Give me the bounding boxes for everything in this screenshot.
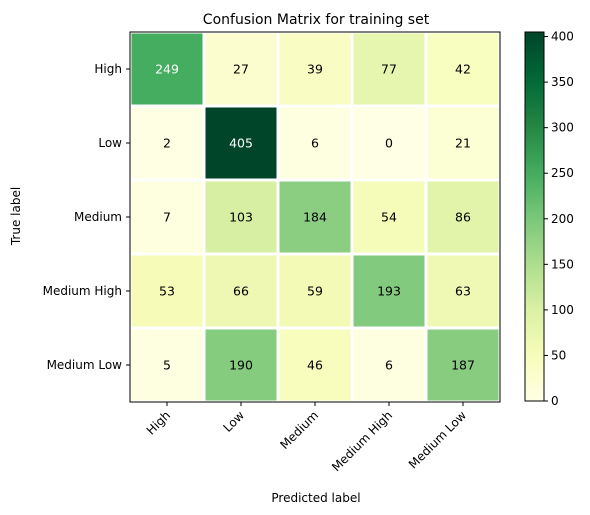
heatmap-cell bbox=[353, 107, 425, 179]
heatmap-cell bbox=[279, 255, 351, 327]
cell-value-label: 193 bbox=[377, 284, 401, 299]
heatmap-cells bbox=[129, 31, 501, 403]
x-tick-labels: High Low Medium Medium High Medium Low bbox=[144, 402, 469, 474]
heatmap-cell bbox=[205, 181, 277, 253]
x-tick-label: High bbox=[144, 408, 173, 437]
heatmap-cell bbox=[353, 255, 425, 327]
y-tick-label: Medium Low bbox=[47, 358, 123, 372]
cell-value-label: 7 bbox=[163, 210, 171, 225]
x-axis-label: Predicted label bbox=[271, 491, 360, 505]
y-tick-label: Low bbox=[98, 136, 122, 150]
heatmap-cell bbox=[427, 181, 499, 253]
heatmap-cell bbox=[131, 329, 203, 401]
heatmap-cell bbox=[205, 33, 277, 105]
cell-value-label: 103 bbox=[229, 210, 253, 225]
heatmap-cell bbox=[353, 329, 425, 401]
cell-value-label: 59 bbox=[307, 284, 323, 299]
cell-value-label: 2 bbox=[163, 136, 171, 151]
chart-title: Confusion Matrix for training set bbox=[203, 12, 430, 28]
cell-value-label: 187 bbox=[451, 358, 475, 373]
y-axis-label: True label bbox=[9, 187, 23, 246]
colorbar-tick-label: 300 bbox=[551, 121, 574, 135]
cell-value-label: 63 bbox=[455, 284, 471, 299]
x-tick-label: Medium Low bbox=[406, 408, 469, 471]
x-tick-label: Medium bbox=[277, 408, 321, 452]
cell-value-label: 184 bbox=[303, 210, 327, 225]
heatmap-cell bbox=[131, 255, 203, 327]
cell-value-label: 86 bbox=[455, 210, 471, 225]
colorbar: 0 50 100 150 200 250 300 350 400 bbox=[524, 30, 574, 408]
y-tick-label: High bbox=[94, 62, 122, 76]
colorbar-tick-label: 0 bbox=[551, 394, 559, 408]
cell-value-label: 42 bbox=[455, 62, 471, 77]
cell-value-label: 6 bbox=[311, 136, 319, 151]
colorbar-tick-label: 200 bbox=[551, 212, 574, 226]
colorbar-tick-label: 400 bbox=[551, 30, 574, 44]
colorbar-tick-label: 100 bbox=[551, 303, 574, 317]
heatmap-cell bbox=[427, 329, 499, 401]
heatmap-cell bbox=[205, 107, 277, 179]
cell-value-label: 190 bbox=[229, 358, 253, 373]
colorbar-tick-label: 350 bbox=[551, 75, 574, 89]
heatmap-cell bbox=[353, 181, 425, 253]
heatmap-cell bbox=[279, 329, 351, 401]
cell-value-label: 39 bbox=[307, 62, 323, 77]
heatmap-cell bbox=[131, 33, 203, 105]
x-tick-label: Medium High bbox=[329, 408, 395, 474]
cell-value-label: 405 bbox=[229, 136, 253, 151]
heatmap-cell bbox=[279, 33, 351, 105]
colorbar-tick-label: 250 bbox=[551, 166, 574, 180]
y-tick-label: Medium bbox=[74, 210, 122, 224]
colorbar-gradient bbox=[524, 31, 545, 402]
colorbar-tick-label: 150 bbox=[551, 257, 574, 271]
x-tick-label: Low bbox=[221, 408, 248, 435]
cell-value-label: 46 bbox=[307, 358, 323, 373]
heatmap-cell bbox=[131, 107, 203, 179]
heatmap-cell bbox=[427, 107, 499, 179]
cell-value-label: 27 bbox=[233, 62, 249, 77]
y-tick-labels: High Low Medium Medium High Medium Low bbox=[43, 62, 130, 372]
cell-value-label: 249 bbox=[155, 62, 179, 77]
cell-value-label: 5 bbox=[163, 358, 171, 373]
heatmap-cell bbox=[427, 255, 499, 327]
colorbar-tick-label: 50 bbox=[551, 348, 566, 362]
cell-value-label: 6 bbox=[385, 358, 393, 373]
cell-value-label: 21 bbox=[455, 136, 471, 151]
heatmap-cell bbox=[279, 107, 351, 179]
cell-labels: 249 27 39 77 42 2 405 6 0 21 7 103 184 54 86 53 66 59 193 6… bbox=[129, 31, 501, 403]
cell-value-label: 77 bbox=[381, 62, 397, 77]
heatmap-cell bbox=[205, 329, 277, 401]
heatmap-cell bbox=[131, 181, 203, 253]
heatmap-cell bbox=[353, 33, 425, 105]
heatmap-cell bbox=[279, 181, 351, 253]
heatmap-cell bbox=[427, 33, 499, 105]
cell-value-label: 54 bbox=[381, 210, 397, 225]
cell-value-label: 66 bbox=[233, 284, 249, 299]
cell-value-label: 0 bbox=[385, 136, 393, 151]
cell-value-label: 53 bbox=[159, 284, 175, 299]
heatmap-cell bbox=[205, 255, 277, 327]
y-tick-label: Medium High bbox=[43, 284, 122, 298]
